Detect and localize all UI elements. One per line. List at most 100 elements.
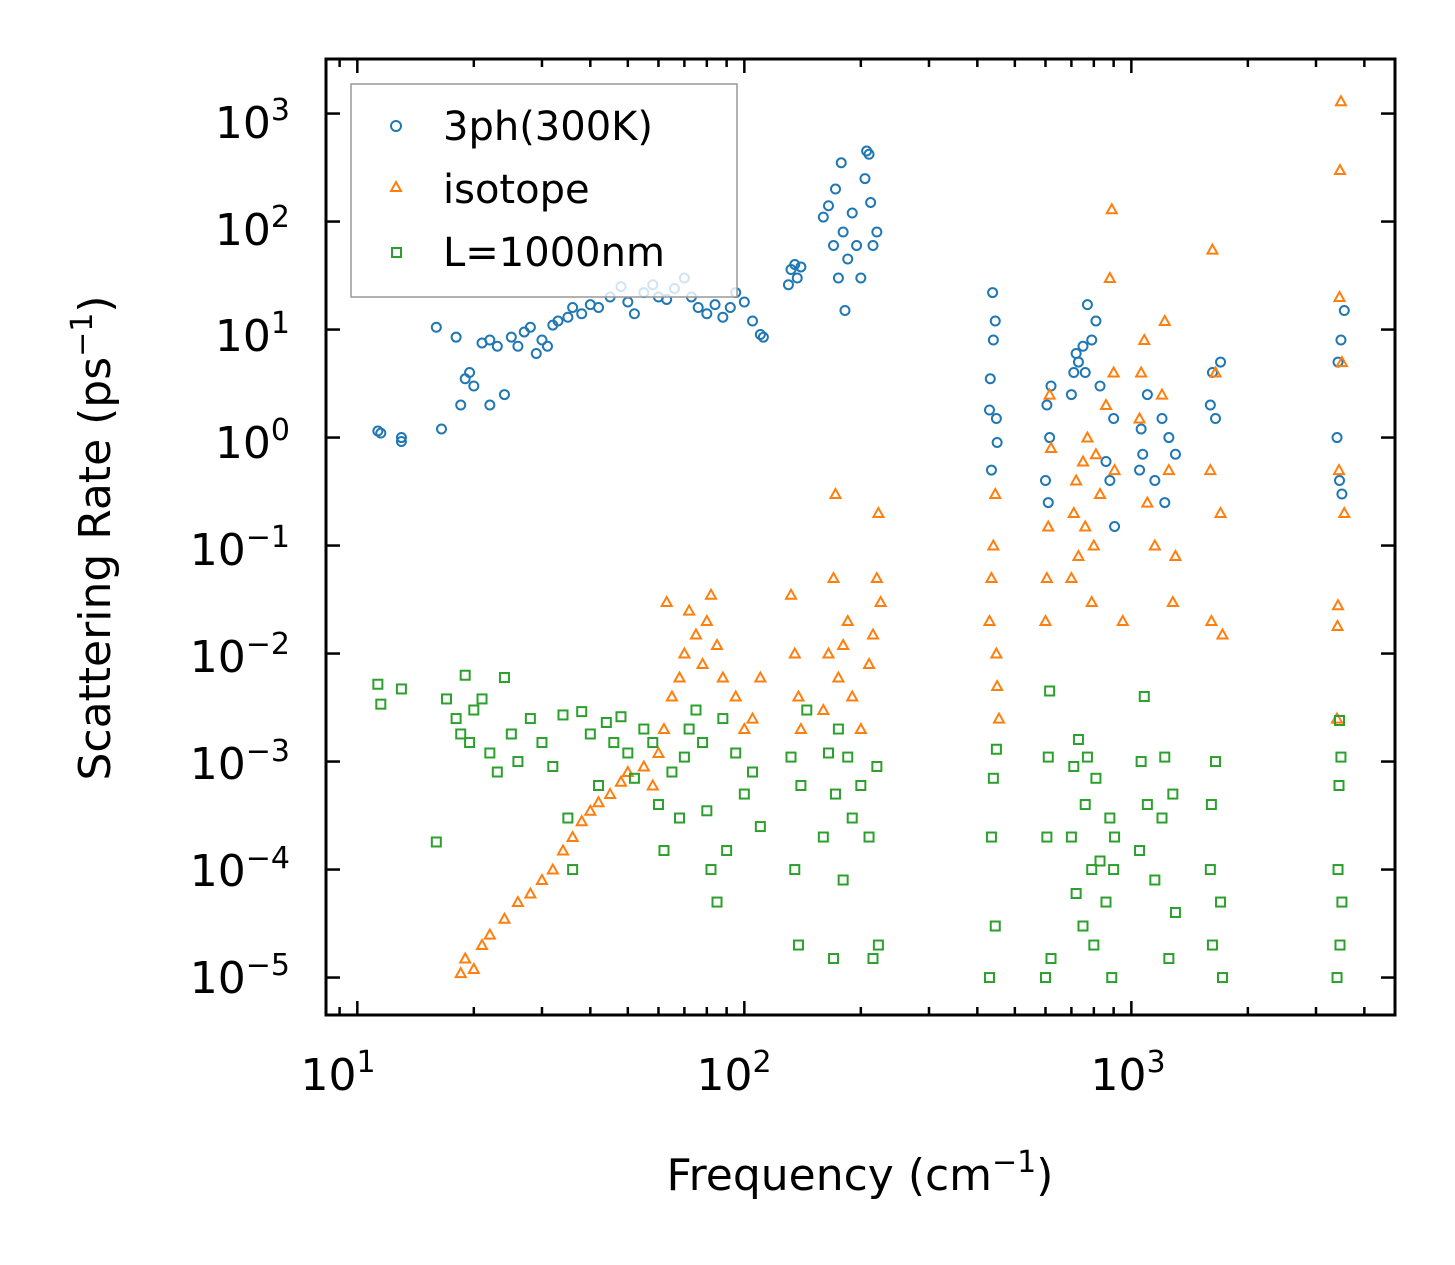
point-3ph-300k	[1104, 475, 1116, 487]
y-axis-title: Scattering Rate (ps−1)	[65, 295, 121, 780]
point-3ph-300k	[747, 315, 759, 327]
x-tick-label-1000: 103	[1090, 1045, 1165, 1101]
point-isotope	[677, 646, 692, 659]
point-isotope	[1116, 613, 1130, 627]
point-isotope	[992, 711, 1006, 724]
point-l-1000nm	[491, 766, 503, 778]
point-l-1000nm	[1163, 953, 1175, 965]
point-3ph-300k	[991, 436, 1003, 448]
point-isotope	[1106, 365, 1121, 378]
y-tick-label-1e3: 103	[215, 93, 290, 149]
point-3ph-300k	[717, 311, 729, 323]
point-3ph-300k	[851, 240, 863, 252]
x-tick-labels: 101 102 103	[300, 1045, 1165, 1101]
point-l-1000nm	[701, 805, 713, 817]
point-l-1000nm	[990, 743, 1002, 755]
point-3ph-300k	[498, 389, 510, 401]
point-l-1000nm	[1156, 812, 1168, 824]
point-isotope	[1069, 473, 1083, 486]
point-isotope	[483, 927, 497, 940]
point-3ph-300k	[757, 331, 769, 343]
point-3ph-300k	[863, 148, 875, 160]
point-l-1000nm	[1065, 831, 1077, 843]
point-3ph-300k	[738, 296, 750, 308]
point-isotope	[1332, 289, 1347, 303]
point-isotope	[729, 689, 743, 702]
point-l-1000nm	[455, 728, 467, 740]
point-3ph-300k	[1041, 399, 1053, 411]
point-3ph-300k	[692, 302, 704, 314]
point-l-1000nm	[985, 831, 997, 843]
point-isotope	[794, 721, 808, 735]
point-l-1000nm	[1333, 714, 1345, 726]
x-axis-title: Frequency (cm−1)	[667, 1145, 1054, 1201]
point-l-1000nm	[1167, 788, 1179, 800]
x-tick-label-100: 102	[696, 1045, 771, 1101]
point-isotope	[535, 872, 549, 886]
point-l-1000nm	[450, 713, 462, 725]
point-isotope	[1205, 242, 1220, 255]
point-l-1000nm	[792, 939, 804, 951]
point-isotope	[458, 951, 472, 964]
point-isotope	[565, 829, 580, 843]
point-3ph-300k	[1336, 488, 1348, 500]
point-isotope	[1041, 519, 1055, 532]
point-isotope	[1067, 505, 1081, 519]
legend-label-3ph: 3ph(300K)	[443, 104, 653, 150]
point-3ph-300k	[817, 211, 829, 223]
data-points	[372, 94, 1351, 984]
point-isotope	[546, 862, 560, 875]
point-isotope	[1162, 463, 1176, 476]
point-3ph-300k	[576, 308, 588, 320]
point-isotope	[716, 670, 730, 683]
point-l-1000nm	[395, 683, 407, 695]
point-3ph-300k	[562, 311, 574, 323]
point-isotope	[651, 745, 666, 758]
point-isotope	[1332, 463, 1346, 476]
point-l-1000nm	[690, 704, 702, 716]
point-3ph-300k	[1159, 497, 1171, 509]
point-l-1000nm	[842, 751, 854, 763]
point-3ph-300k	[842, 253, 854, 265]
legend-marker-3ph	[390, 120, 402, 132]
point-3ph-300k	[1100, 456, 1112, 468]
point-3ph-300k	[1108, 413, 1120, 425]
point-3ph-300k	[468, 380, 480, 392]
y-tick-label-1e0: 100	[215, 413, 290, 469]
point-isotope	[984, 571, 999, 584]
point-l-1000nm	[441, 693, 453, 705]
point-l-1000nm	[622, 747, 634, 759]
point-l-1000nm	[1331, 972, 1343, 984]
point-l-1000nm	[1079, 799, 1091, 811]
point-l-1000nm	[1206, 939, 1218, 951]
point-l-1000nm	[1045, 953, 1057, 965]
point-l-1000nm	[674, 812, 686, 824]
point-isotope	[1204, 613, 1219, 627]
point-isotope	[689, 627, 703, 640]
point-3ph-300k	[455, 399, 467, 411]
point-3ph-300k	[823, 200, 835, 212]
point-isotope	[1085, 594, 1099, 608]
point-3ph-300k	[484, 334, 496, 346]
point-isotope	[1166, 594, 1180, 608]
point-isotope	[1213, 505, 1228, 519]
point-3ph-300k	[1042, 497, 1054, 509]
point-l-1000nm	[658, 845, 670, 857]
point-isotope	[986, 538, 1001, 551]
point-l-1000nm	[1081, 751, 1093, 763]
point-isotope	[1099, 397, 1113, 411]
point-isotope	[862, 656, 876, 670]
point-3ph-300k	[1068, 367, 1080, 379]
point-l-1000nm	[593, 780, 605, 792]
point-l-1000nm	[647, 737, 659, 749]
point-isotope	[1105, 202, 1119, 215]
point-l-1000nm	[615, 711, 627, 723]
point-3ph-300k	[567, 302, 579, 314]
point-isotope	[1087, 538, 1101, 551]
point-3ph-300k	[593, 302, 605, 314]
point-isotope	[704, 587, 718, 600]
point-3ph-300k	[1109, 521, 1121, 533]
point-l-1000nm	[855, 780, 867, 792]
point-l-1000nm	[1134, 845, 1146, 857]
